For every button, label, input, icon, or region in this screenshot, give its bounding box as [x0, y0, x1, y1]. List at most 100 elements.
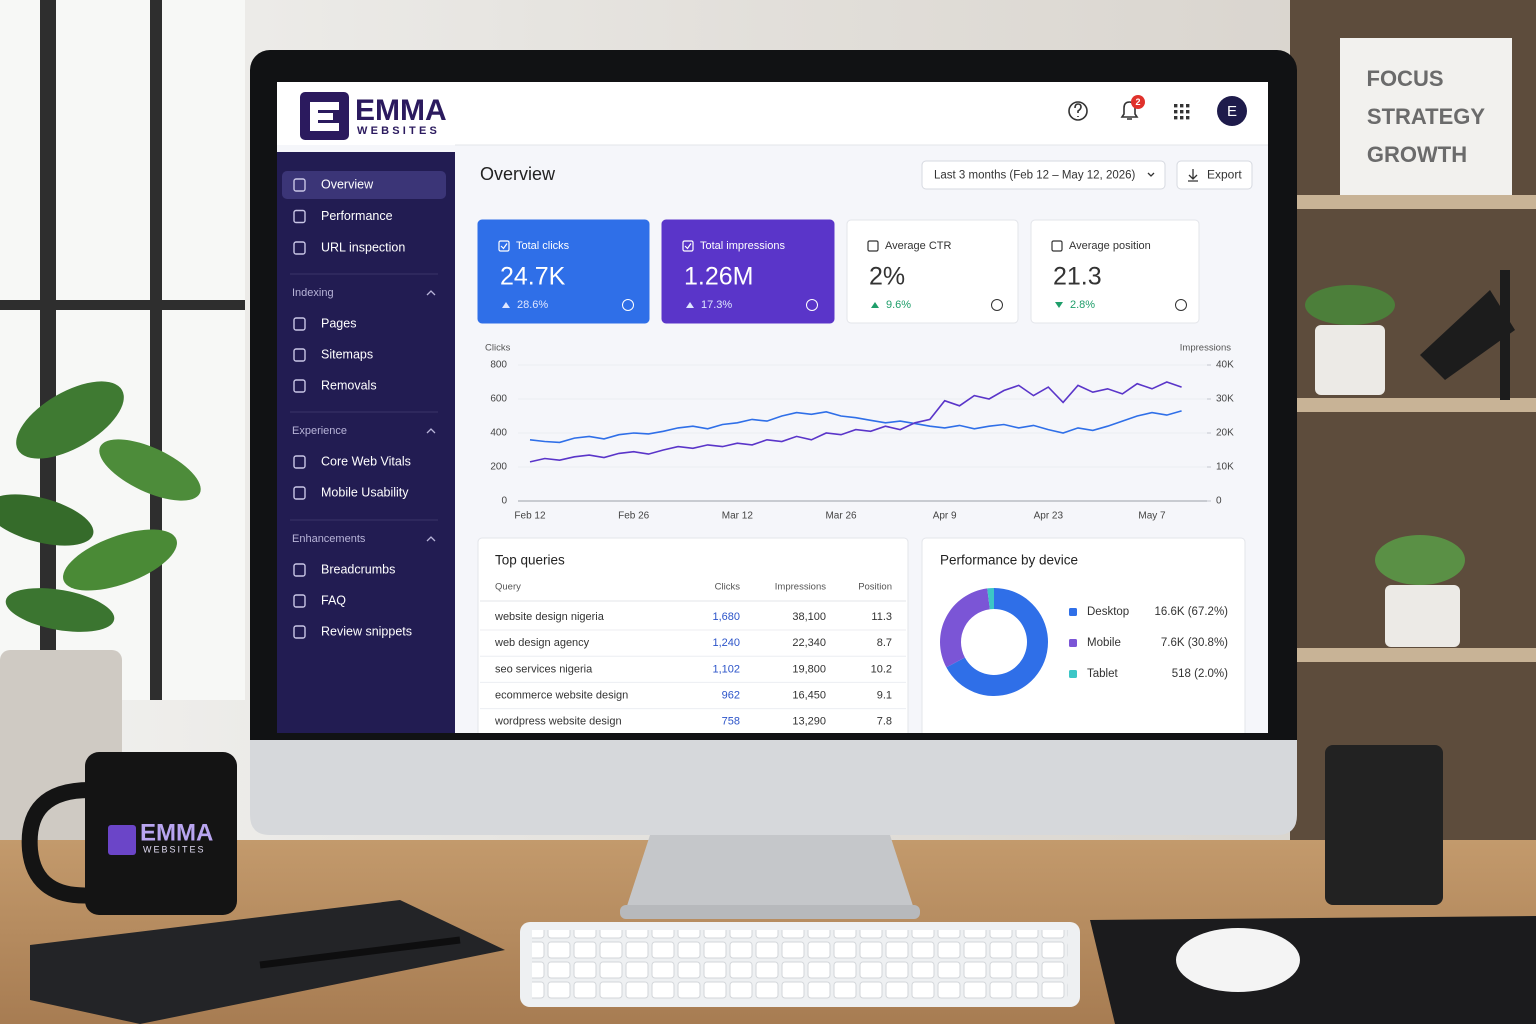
metric-card[interactable]: [661, 219, 835, 324]
trend-arrow: [1055, 302, 1063, 308]
metric-card[interactable]: [846, 219, 1019, 324]
shelf: [1290, 648, 1536, 662]
poster-text: GROWTH: [1367, 142, 1467, 167]
table-cell[interactable]: wordpress website design: [494, 716, 622, 728]
mug: [21, 752, 237, 915]
metric-value: 2%: [869, 263, 905, 291]
window-frame: [150, 0, 162, 700]
x-tick-label: Apr 9: [933, 511, 957, 522]
x-tick-label: Feb 26: [618, 511, 650, 522]
y-tick-label: 800: [490, 360, 507, 371]
nav-item[interactable]: Mobile Usability: [321, 485, 409, 499]
apps-icon-dot[interactable]: [1186, 116, 1190, 120]
series-line: [529, 381, 1182, 463]
date-range-button[interactable]: [921, 160, 1166, 190]
nav-item[interactable]: Pages: [321, 316, 356, 330]
apps-icon-dot[interactable]: [1186, 104, 1190, 108]
nav-icon: [293, 563, 306, 577]
nav-item[interactable]: Removals: [321, 378, 377, 392]
metric-card[interactable]: [477, 219, 650, 324]
apps-icon-dot[interactable]: [1180, 104, 1184, 108]
nav-icon: [293, 348, 306, 362]
x-tick-label: Apr 23: [1034, 511, 1064, 522]
header-bar: [277, 82, 1268, 145]
nav-item[interactable]: Overview: [321, 177, 374, 191]
apps-icon-dot[interactable]: [1174, 110, 1178, 114]
y2-tick-label: 30K: [1216, 394, 1234, 405]
nav-icon: [293, 455, 306, 469]
trend-arrow: [871, 302, 879, 308]
section-chevron[interactable]: [426, 536, 436, 542]
table-cell: 13,290: [792, 716, 826, 728]
dropdown-chevron: [1147, 172, 1155, 177]
nav-item[interactable]: FAQ: [321, 593, 346, 607]
table-cell: 9.1: [877, 690, 892, 702]
nav-icon: [293, 486, 306, 500]
apps-icon-dot[interactable]: [1174, 104, 1178, 108]
apps-icon-dot[interactable]: [1186, 110, 1190, 114]
y-tick-label: 0: [501, 496, 507, 507]
section-chevron[interactable]: [426, 428, 436, 434]
legend-value: 518 (2.0%): [1172, 668, 1228, 680]
metric-label: Average CTR: [885, 240, 951, 252]
mug-brand: EMMA: [140, 819, 213, 846]
trend-arrow: [686, 302, 694, 308]
column-header: Query: [495, 582, 521, 593]
export-button[interactable]: [1176, 160, 1253, 190]
nav-item[interactable]: Core Web Vitals: [321, 454, 411, 468]
metric-checkbox: [682, 240, 694, 252]
table-cell: 758: [722, 716, 740, 728]
metric-value: 24.7K: [500, 263, 566, 291]
window-frame: [0, 300, 245, 310]
table-cell: 8.7: [877, 637, 892, 649]
metric-help: [806, 299, 818, 311]
table-cell: 962: [722, 690, 740, 702]
table-cell: 10.2: [871, 663, 892, 675]
nav-item[interactable]: Review snippets: [321, 624, 412, 638]
mug-subtitle: WEBSITES: [143, 844, 206, 854]
metric-check: [684, 243, 692, 250]
nav-item[interactable]: Performance: [321, 209, 393, 223]
metric-help: [1175, 299, 1187, 311]
table-cell[interactable]: web design agency: [494, 637, 590, 649]
apps-icon-dot[interactable]: [1180, 110, 1184, 114]
series-line: [529, 410, 1182, 444]
nav-item[interactable]: URL inspection: [321, 240, 405, 254]
date-range-label: Last 3 months (Feb 12 – May 12, 2026): [934, 170, 1136, 182]
y-tick-label: 600: [490, 394, 507, 405]
help-glyph: [1074, 103, 1082, 117]
nav-icon: [293, 241, 306, 255]
nav-section-title: Experience: [292, 425, 347, 437]
avatar-initial: E: [1227, 103, 1237, 120]
metric-help: [991, 299, 1003, 311]
nav-item[interactable]: Breadcrumbs: [321, 562, 395, 576]
metric-help: [622, 299, 634, 311]
table-cell: 11.3: [871, 611, 892, 623]
help-icon[interactable]: [1068, 101, 1088, 121]
apps-icon-dot[interactable]: [1180, 116, 1184, 120]
metric-change: 17.3%: [701, 299, 732, 311]
y2-tick-label: 10K: [1216, 462, 1234, 473]
table-cell[interactable]: ecommerce website design: [495, 690, 628, 702]
poster-text: FOCUS: [1367, 66, 1444, 91]
table-cell[interactable]: website design nigeria: [494, 611, 605, 623]
pen-holder: [1325, 745, 1443, 905]
shelf: [1290, 195, 1536, 209]
nav-icon: [293, 209, 306, 224]
table-cell: 1,102: [712, 663, 740, 675]
pen: [259, 936, 461, 969]
x-tick-label: Mar 26: [825, 511, 857, 522]
section-chevron[interactable]: [426, 290, 436, 296]
y2-tick-label: 40K: [1216, 360, 1234, 371]
keyboard-keys: [532, 930, 1068, 1000]
nav-item[interactable]: Sitemaps: [321, 347, 373, 361]
mouse: [1176, 928, 1300, 992]
table-cell[interactable]: seo services nigeria: [495, 663, 593, 675]
avatar[interactable]: [1217, 96, 1247, 126]
brand-name: EMMA: [355, 94, 447, 127]
metric-card[interactable]: [1030, 219, 1200, 324]
apps-icon-dot[interactable]: [1174, 116, 1178, 120]
metric-checkbox: [498, 240, 510, 252]
